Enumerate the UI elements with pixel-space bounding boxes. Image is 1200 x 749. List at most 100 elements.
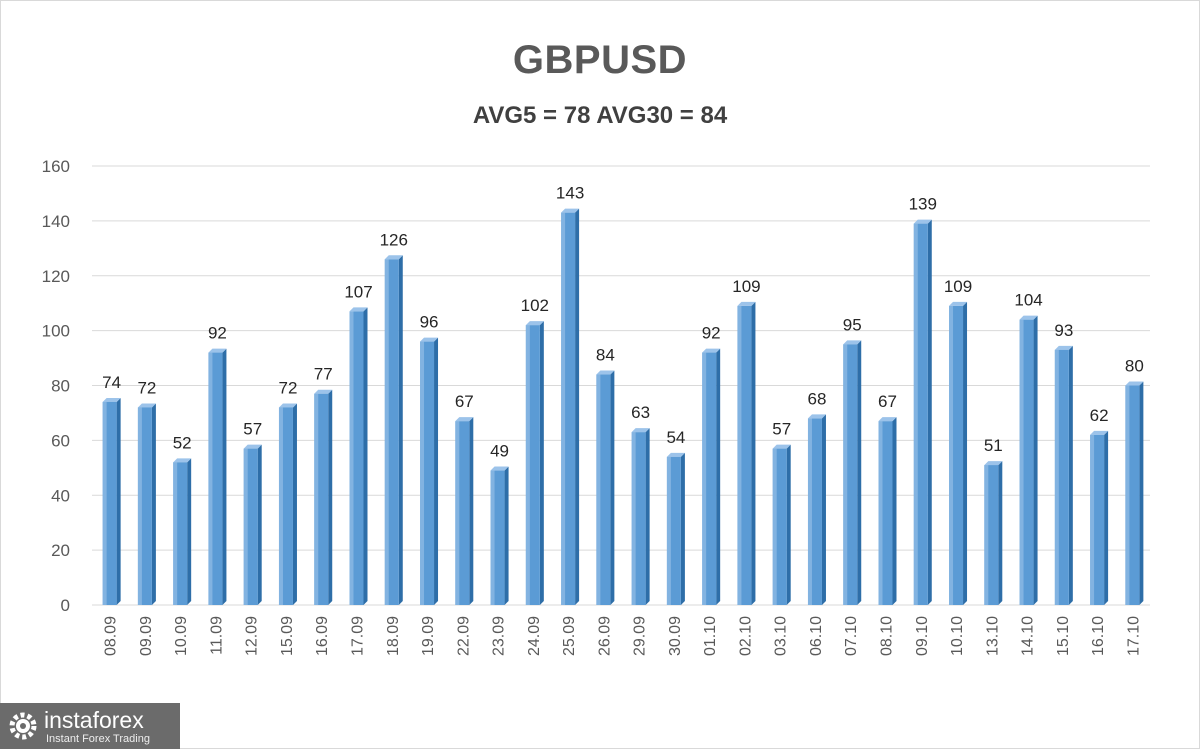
y-tick-label: 60 <box>51 431 70 450</box>
x-tick-label: 16.09 <box>314 616 331 656</box>
bar <box>772 444 791 605</box>
bar <box>949 301 968 605</box>
y-tick-label: 100 <box>42 322 70 341</box>
x-tick-label: 11.09 <box>208 616 225 655</box>
data-label: 51 <box>984 436 1003 455</box>
bar <box>913 219 932 605</box>
y-tick-label: 160 <box>42 157 70 176</box>
bar <box>208 348 227 605</box>
bar <box>314 389 333 605</box>
bar <box>420 337 439 605</box>
x-tick-label: 12.09 <box>244 616 261 656</box>
bar <box>525 321 544 605</box>
y-tick-label: 40 <box>51 486 70 505</box>
x-tick-label: 23.09 <box>491 616 508 656</box>
data-label: 95 <box>843 315 862 334</box>
x-tick-label: 24.09 <box>526 616 543 656</box>
data-label: 54 <box>666 428 685 447</box>
y-tick-label: 140 <box>42 212 70 231</box>
data-label: 109 <box>944 277 972 296</box>
data-label: 80 <box>1125 357 1144 376</box>
bar <box>666 452 685 605</box>
x-tick-label: 10.10 <box>949 616 966 656</box>
x-tick-label: 15.09 <box>279 616 296 656</box>
bar <box>984 461 1003 605</box>
data-label: 72 <box>137 378 156 397</box>
bar <box>137 403 156 605</box>
data-label: 49 <box>490 442 509 461</box>
bar <box>737 301 756 605</box>
data-label: 52 <box>173 433 192 452</box>
bar <box>561 208 580 606</box>
data-label: 77 <box>314 365 333 384</box>
logo-name: instaforex <box>44 707 144 733</box>
x-tick-label: 01.10 <box>702 616 719 656</box>
x-tick-label: 06.10 <box>808 616 825 656</box>
y-tick-label: 20 <box>51 541 70 560</box>
x-tick-label: 25.09 <box>561 616 578 656</box>
data-label: 92 <box>702 324 721 343</box>
data-label: 84 <box>596 346 615 365</box>
data-label: 68 <box>808 389 827 408</box>
bar <box>878 417 897 605</box>
bar <box>349 307 368 605</box>
data-label: 139 <box>909 195 937 214</box>
x-tick-label: 13.10 <box>984 616 1001 656</box>
logo-tagline: Instant Forex Trading <box>46 733 150 745</box>
data-label: 143 <box>556 184 584 203</box>
bar <box>1125 381 1144 605</box>
x-tick-label: 02.10 <box>737 616 754 656</box>
y-tick-label: 120 <box>42 267 70 286</box>
data-label: 57 <box>772 420 791 439</box>
chart-title: GBPUSD <box>512 38 688 82</box>
x-tick-label: 08.10 <box>879 616 896 656</box>
x-tick-label: 16.10 <box>1090 616 1107 656</box>
bar <box>455 417 474 605</box>
data-label: 109 <box>732 277 760 296</box>
data-label: 92 <box>208 324 227 343</box>
data-label: 57 <box>243 420 262 439</box>
bar <box>1054 345 1073 605</box>
bar <box>384 255 403 605</box>
x-tick-label: 19.09 <box>420 616 437 656</box>
y-tick-label: 0 <box>61 596 70 615</box>
x-tick-label: 17.09 <box>350 616 367 656</box>
x-tick-label: 18.09 <box>385 616 402 656</box>
bar <box>843 340 862 605</box>
x-tick-label: 10.09 <box>173 616 190 656</box>
data-label: 107 <box>344 282 372 301</box>
data-label: 96 <box>420 313 439 332</box>
bar <box>1019 315 1038 605</box>
x-tick-label: 22.09 <box>455 616 472 656</box>
y-tick-label: 80 <box>51 377 70 396</box>
data-label: 67 <box>455 392 474 411</box>
data-label: 74 <box>102 373 121 392</box>
x-tick-label: 14.10 <box>1020 616 1037 656</box>
bar <box>102 397 121 605</box>
x-tick-label: 30.09 <box>667 616 684 656</box>
data-label: 63 <box>631 403 650 422</box>
x-tick-label: 09.10 <box>914 616 931 656</box>
bar <box>631 428 650 605</box>
bar <box>278 403 297 605</box>
data-label: 126 <box>380 230 408 249</box>
data-label: 67 <box>878 392 897 411</box>
data-label: 62 <box>1090 406 1109 425</box>
bar <box>807 414 826 605</box>
bar <box>1090 430 1109 605</box>
data-label: 102 <box>521 296 549 315</box>
instaforex-gear-icon <box>9 712 37 740</box>
bar <box>702 348 721 605</box>
x-tick-label: 29.09 <box>632 616 649 656</box>
x-tick-label: 17.10 <box>1125 616 1142 656</box>
chart-subtitle: AVG5 = 78 AVG30 = 84 <box>472 102 728 129</box>
bar <box>173 458 192 605</box>
data-label: 93 <box>1054 321 1073 340</box>
bar <box>490 466 509 605</box>
x-tick-label: 07.10 <box>843 616 860 656</box>
x-tick-label: 09.09 <box>138 616 155 656</box>
bar <box>596 370 615 605</box>
x-tick-label: 26.09 <box>596 616 613 656</box>
x-tick-label: 03.10 <box>773 616 790 656</box>
